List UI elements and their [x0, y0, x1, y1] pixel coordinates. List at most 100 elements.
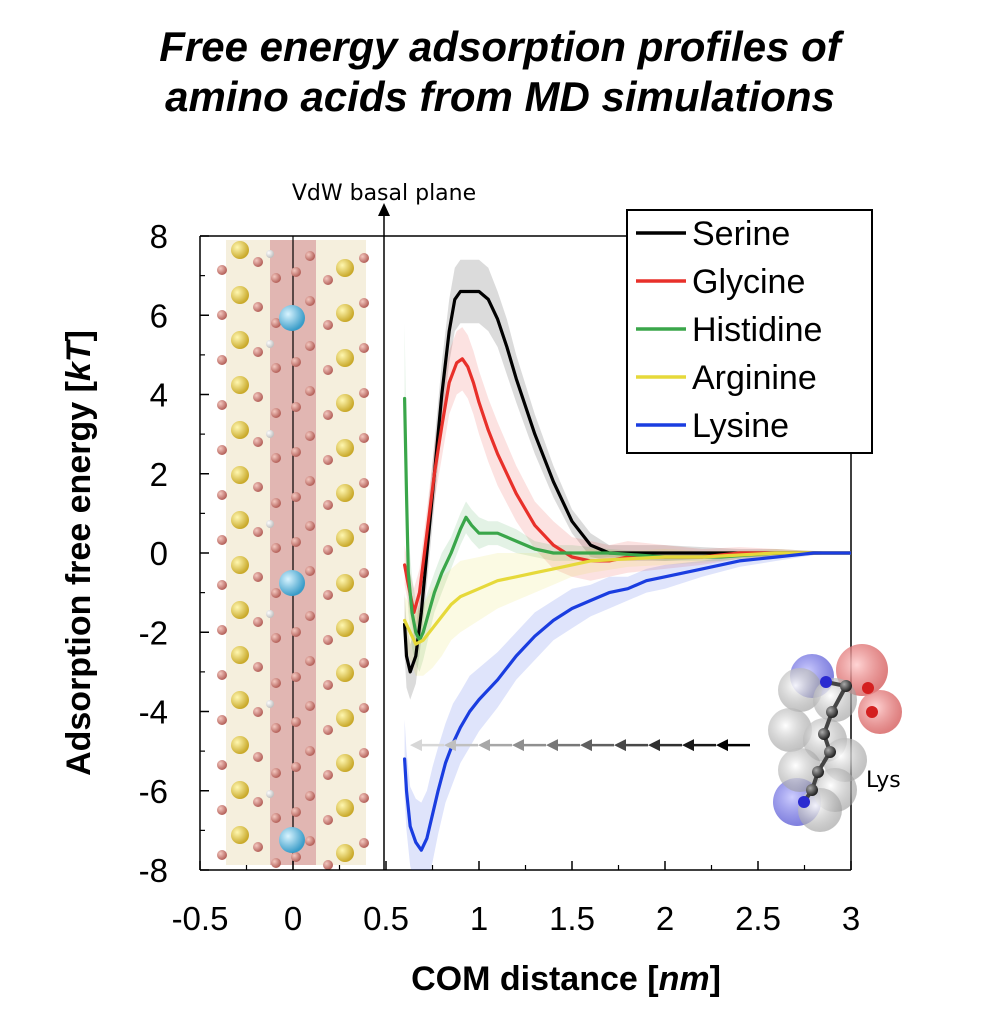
crystal-atom-o [359, 523, 369, 533]
crystal-atom-si [231, 691, 249, 709]
crystal-atom-o [323, 815, 333, 825]
crystal-atom-o [359, 838, 369, 848]
crystal-atom-si [231, 421, 249, 439]
crystal-atom-o [217, 760, 227, 770]
approach-arrows [410, 739, 750, 752]
vdw-plane-arrowhead [378, 203, 390, 216]
crystal-atom-si [336, 259, 354, 277]
legend-label-serine: Serine [692, 215, 790, 253]
crystal-atom-o [305, 701, 315, 711]
crystal-atom-cation [279, 827, 305, 853]
legend-label-histidine: Histidine [692, 311, 822, 349]
lysine-halo [768, 708, 812, 752]
clay-crystal-structure-illustration [217, 236, 369, 870]
crystal-atom-o [323, 680, 333, 690]
lysine-atom-o [862, 682, 874, 694]
vdw-plane-label: VdW basal plane [292, 181, 476, 206]
approach-arrow-head [444, 739, 456, 752]
y-tick-label: -4 [139, 694, 168, 731]
legend-box [626, 209, 873, 454]
crystal-atom-si [336, 439, 354, 457]
crystal-atom-si [336, 664, 354, 682]
crystal-atom-o [217, 580, 227, 590]
crystal-atom-o [323, 860, 333, 870]
crystal-atom-o [217, 535, 227, 545]
crystal-atom-o [359, 658, 369, 668]
crystal-atom-o [291, 672, 301, 682]
approach-arrow-head [648, 739, 660, 752]
crystal-atom-o [253, 482, 263, 492]
crystal-atom-o [291, 717, 301, 727]
crystal-atom-o [253, 662, 263, 672]
crystal-atom-si [231, 286, 249, 304]
series-line-lysine [403, 551, 851, 852]
x-tick-label: 1.5 [549, 900, 595, 937]
x-axis-label: COM distance [nm] [411, 960, 721, 998]
crystal-atom-o [291, 267, 301, 277]
crystal-atom-si [231, 241, 249, 259]
crystal-atom-o [271, 543, 281, 553]
crystal-atom-o [217, 490, 227, 500]
crystal-atom-o [305, 341, 315, 351]
crystal-atom-o [359, 613, 369, 623]
crystal-atom-o [359, 748, 369, 758]
crystal-atom-o [359, 568, 369, 578]
crystal-atom-o [359, 253, 369, 263]
crystal-atom-o [253, 437, 263, 447]
y-tick-label: -2 [139, 614, 168, 651]
lysine-atom-c [806, 784, 818, 796]
crystal-atom-o [323, 545, 333, 555]
figure-title: Free energy adsorption profiles of amino… [0, 22, 1000, 122]
crystal-atom-o [271, 408, 281, 418]
crystal-atom-o [305, 836, 315, 846]
figure-title-line-1: Free energy adsorption profiles of [159, 23, 841, 70]
crystal-atom-o [217, 625, 227, 635]
x-tick-label: 1 [470, 900, 488, 937]
legend-label-glycine: Glycine [692, 263, 805, 301]
legend-label-lysine: Lysine [692, 407, 789, 445]
crystal-atom-o [359, 433, 369, 443]
crystal-atom-o [359, 298, 369, 308]
crystal-atom-si [336, 304, 354, 322]
crystal-atom-o [253, 527, 263, 537]
crystal-atom-o [291, 537, 301, 547]
crystal-atom-o [217, 400, 227, 410]
crystal-atom-o [291, 807, 301, 817]
crystal-atom-o [305, 431, 315, 441]
error-band-serine [404, 259, 851, 700]
crystal-atom-h [266, 430, 274, 438]
crystal-atom-o [271, 723, 281, 733]
approach-arrow-head [682, 739, 694, 752]
crystal-atom-o [305, 746, 315, 756]
crystal-atom-o [253, 257, 263, 267]
crystal-atom-o [305, 386, 315, 396]
crystal-atom-o [271, 498, 281, 508]
lysine-atom-n [820, 676, 832, 688]
crystal-atom-si [231, 511, 249, 529]
error-bands [404, 259, 851, 870]
crystal-atom-si [231, 466, 249, 484]
crystal-atom-o [217, 715, 227, 725]
crystal-atom-o [359, 793, 369, 803]
crystal-atom-si [336, 574, 354, 592]
legend: Serine Glycine Histidine Arginine Lysine [626, 209, 873, 454]
crystal-atom-si [231, 736, 249, 754]
y-tick-label: 8 [150, 218, 168, 255]
y-tick-label: -6 [139, 773, 168, 810]
approach-arrow-head [716, 739, 728, 752]
crystal-atom-o [323, 725, 333, 735]
crystal-atom-h [266, 610, 274, 618]
crystal-atom-o [323, 500, 333, 510]
approach-arrow-head [478, 739, 490, 752]
lysine-atom-c [818, 728, 830, 740]
crystal-atom-o [217, 445, 227, 455]
crystal-atom-o [253, 302, 263, 312]
series-lines [403, 289, 851, 852]
crystal-atom-o [291, 762, 301, 772]
crystal-atom-o [291, 357, 301, 367]
approach-arrow-head [614, 739, 626, 752]
error-band-glycine [404, 327, 851, 637]
crystal-atom-o [323, 320, 333, 330]
crystal-atom-cation [279, 305, 305, 331]
lysine-halo [858, 690, 902, 734]
